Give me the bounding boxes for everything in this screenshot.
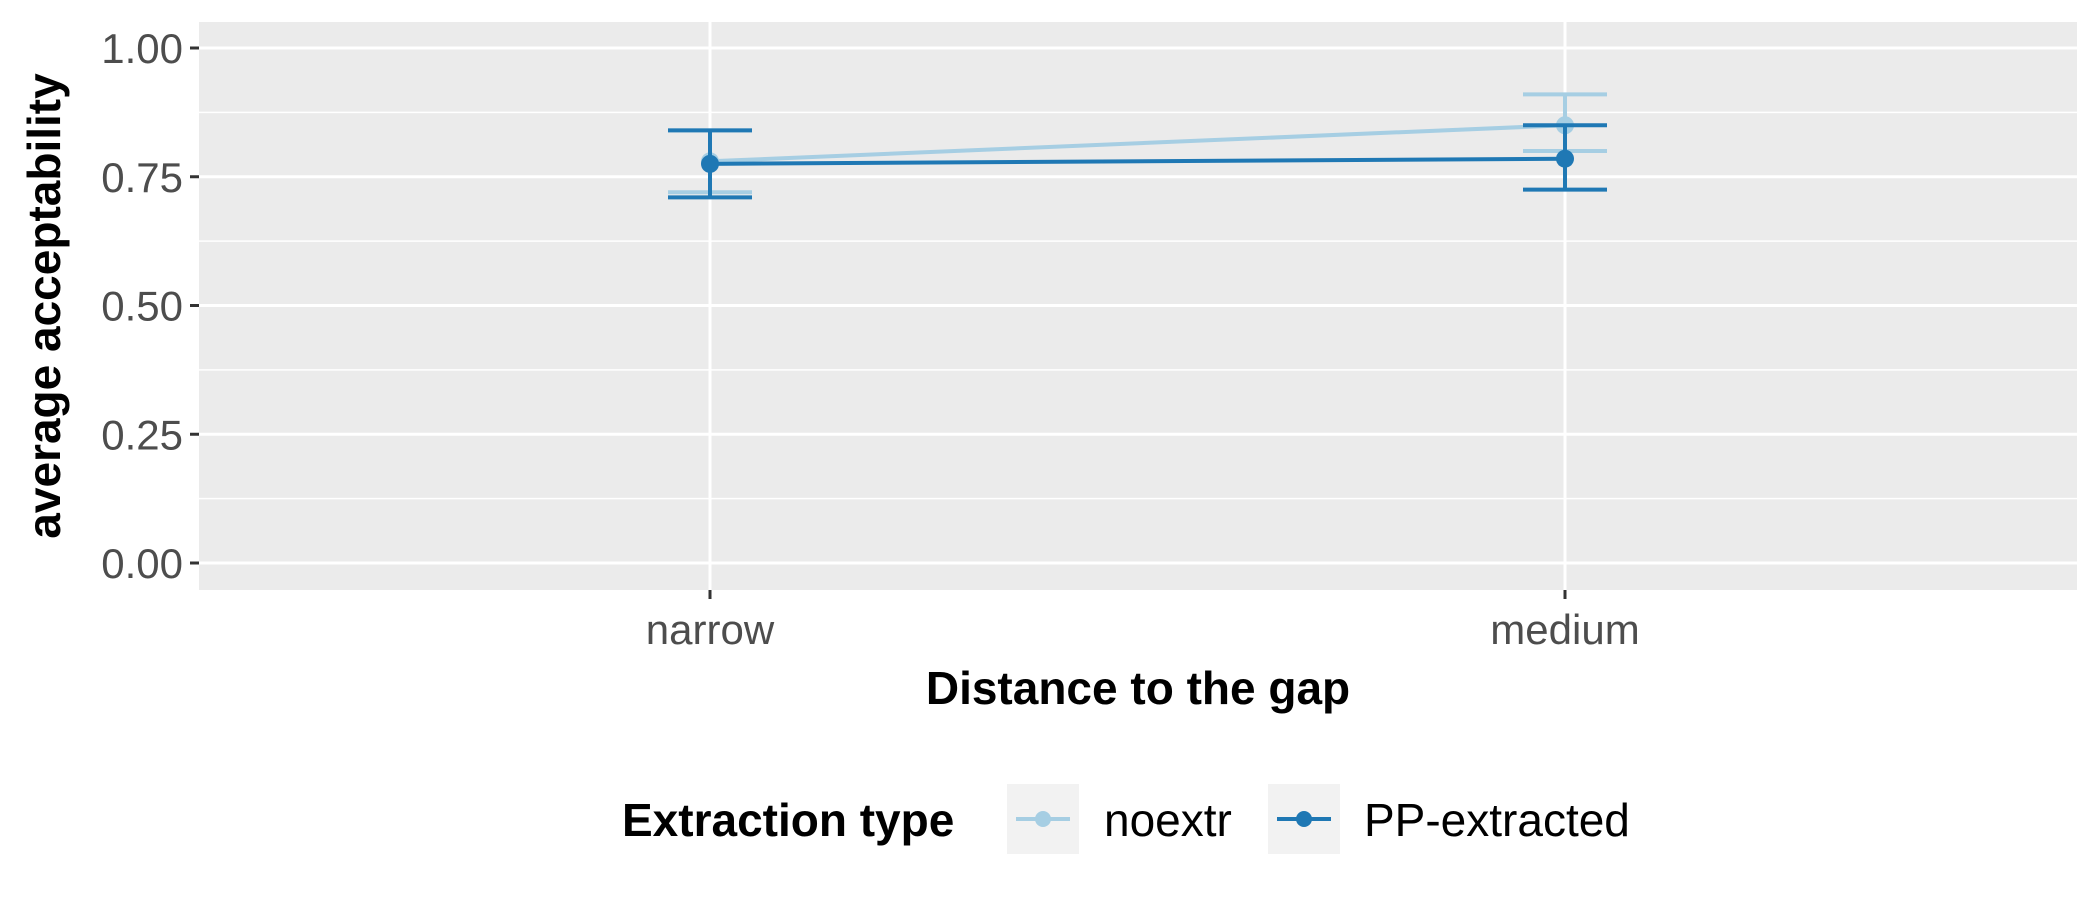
legend-label-pp-extracted: PP-extracted xyxy=(1364,794,1630,846)
legend-item-pp-extracted: PP-extracted xyxy=(1268,784,1630,854)
data-point-pp-extracted xyxy=(1556,149,1574,168)
major-gridlines xyxy=(199,22,2077,590)
y-tick-label: 0.00 xyxy=(101,540,183,587)
y-tick-label: 0.75 xyxy=(101,154,183,201)
y-axis-ticks: 0.00 0.25 0.50 0.75 1.00 xyxy=(101,25,199,587)
series-pp-extracted xyxy=(668,123,1607,200)
y-tick-label: 0.25 xyxy=(101,411,183,458)
y-tick-label: 1.00 xyxy=(101,25,183,72)
x-axis-title: Distance to the gap xyxy=(926,662,1350,714)
x-tick-label: medium xyxy=(1490,606,1639,653)
legend-title: Extraction type xyxy=(622,794,954,846)
y-tick-label: 0.50 xyxy=(101,283,183,330)
minor-gridlines xyxy=(199,111,2077,500)
legend-marker-pp-extracted xyxy=(1296,811,1312,827)
y-axis-title: average acceptability xyxy=(18,73,70,539)
series-layer xyxy=(668,92,1607,200)
x-axis-ticks: narrow medium xyxy=(646,590,1640,653)
legend-item-noextr: noextr xyxy=(1007,784,1232,854)
x-tick-label: narrow xyxy=(646,606,775,653)
legend: Extraction type noextr PP-extracted xyxy=(622,784,1630,854)
series-line-noextr xyxy=(709,123,1566,164)
series-line-pp-extracted xyxy=(709,156,1566,166)
data-point-pp-extracted xyxy=(701,154,719,173)
legend-marker-noextr xyxy=(1035,811,1051,827)
legend-label-noextr: noextr xyxy=(1104,794,1232,846)
